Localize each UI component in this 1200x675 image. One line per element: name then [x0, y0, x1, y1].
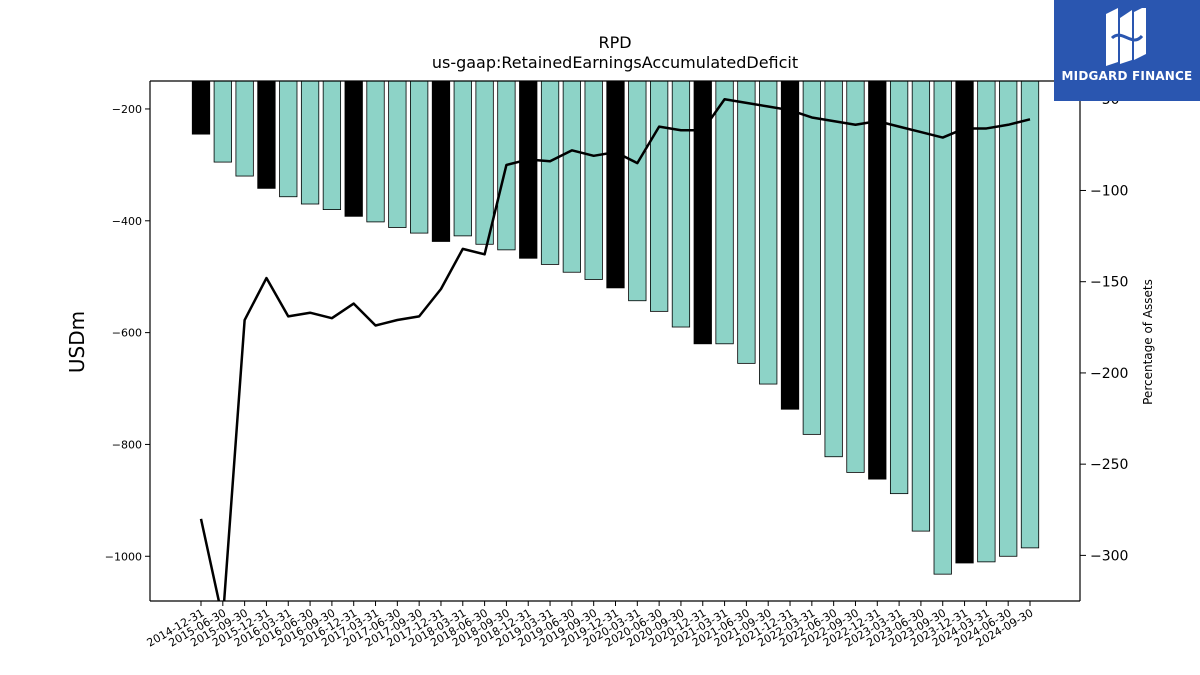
bar: [388, 80, 407, 228]
y2-tick-label: −200: [1090, 366, 1128, 382]
line-series: [199, 98, 1031, 601]
y-tick-label: −1000: [105, 550, 142, 563]
bar: [366, 80, 385, 223]
midgard-finance-logo: MIDGARD FINANCE: [1054, 0, 1200, 101]
y2-axis-label: Percentage of Assets: [1141, 279, 1155, 405]
line-group: [199, 98, 1031, 601]
logo-mark-icon: [1106, 8, 1146, 66]
y-tick-label: −600: [112, 327, 142, 340]
bar: [584, 80, 603, 280]
bar: [889, 80, 909, 495]
bar: [540, 80, 560, 265]
bar: [235, 80, 254, 177]
y2-tick-label: −250: [1090, 457, 1128, 473]
bar: [431, 80, 451, 242]
axes-group: −200−400−600−800−1000−50−100−150−200−250…: [105, 80, 1128, 650]
y-tick-label: −200: [112, 103, 142, 116]
bar: [999, 80, 1018, 557]
chart-title: RPD: [598, 33, 631, 52]
bar: [715, 80, 734, 345]
bar: [453, 80, 472, 237]
bar: [977, 80, 996, 563]
bar: [671, 80, 691, 328]
bar: [737, 80, 756, 364]
bar: [780, 80, 800, 410]
bar: [322, 80, 342, 211]
bar: [475, 80, 494, 245]
y-axis-label: USDm: [65, 311, 89, 373]
bar: [955, 80, 974, 564]
bar: [868, 80, 887, 480]
bar: [213, 80, 232, 163]
bar: [824, 80, 843, 458]
bar: [802, 80, 821, 435]
bar: [344, 80, 363, 217]
bar: [628, 80, 647, 302]
bar: [300, 80, 320, 205]
y2-tick-label: −150: [1090, 275, 1128, 291]
bar: [759, 80, 778, 385]
y-tick-label: −800: [112, 438, 142, 451]
bar: [846, 80, 865, 473]
y-tick-label: −400: [112, 215, 142, 228]
bars-group: [191, 80, 1040, 575]
logo-text: MIDGARD FINANCE: [1061, 69, 1193, 83]
bar: [257, 80, 276, 189]
bar: [519, 80, 538, 259]
bar: [911, 80, 931, 532]
bar: [191, 80, 211, 135]
bar: [933, 80, 952, 575]
y2-tick-label: −300: [1090, 548, 1128, 564]
bar: [562, 80, 581, 273]
bar: [279, 80, 298, 198]
bar: [1020, 80, 1040, 549]
chart-subtitle: us-gaap:RetainedEarningsAccumulatedDefic…: [432, 53, 798, 72]
bar: [606, 80, 625, 289]
bar: [650, 80, 669, 312]
bar: [410, 80, 429, 234]
y2-tick-label: −100: [1090, 183, 1128, 199]
